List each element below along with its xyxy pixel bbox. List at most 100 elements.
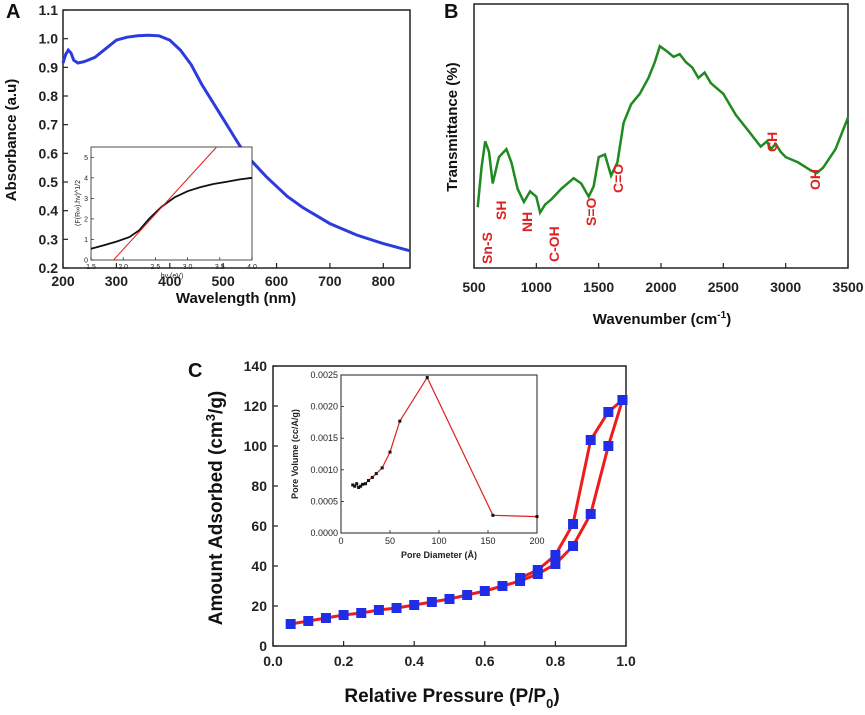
panel-a-inset-x-ticks: 1.5 2.0 2.5 3.0 3.5 4.0 [86, 257, 257, 271]
panel-a-inset-frame [90, 146, 253, 261]
ftir-label-ch: CH [764, 132, 780, 152]
panel-c-adsorption-point [320, 613, 331, 623]
panel-c-inset-point [366, 479, 370, 483]
panel-a-y-tick-label: 0.3 [39, 231, 59, 247]
panel-a-inset-y-label: (F(R∞).hv)^1/2 [75, 180, 82, 226]
panel-c-adsorption-point [550, 559, 561, 569]
panel-c-series [285, 395, 628, 629]
panel-c-adsorption-point [426, 597, 437, 607]
ftir-label-c-oh: C-OH [546, 226, 562, 262]
panel-c-y-tick-label: 60 [251, 518, 267, 534]
panel-a-frame [62, 9, 411, 269]
panel-a-inset-x-tick-label: 2.5 [151, 264, 161, 271]
panel-c-adsorption-point [444, 594, 455, 604]
panel-a-absorbance-line [61, 33, 411, 253]
panel-a-y-label: Absorbance (a.u) [3, 79, 20, 202]
panel-c-adsorption-point [479, 586, 490, 596]
panel-a-x-tick-label: 600 [265, 273, 289, 289]
panel-c-adsorption-point [568, 541, 579, 551]
panel-a-inset-y-ticks: 0 1 2 3 4 5 [84, 155, 94, 265]
panel-b-x-tick-label: 3500 [832, 279, 863, 295]
panel-c-desorption-point [585, 435, 596, 445]
panel-a-inset-y-tick-label: 4 [84, 175, 88, 182]
panel-c-inset-point [425, 376, 429, 380]
panel-c-inset-point [355, 482, 359, 486]
panel-c-inset-point [491, 513, 495, 517]
panel-c-y-tick-label: 40 [251, 558, 267, 574]
ftir-label-c-o: C=O [610, 164, 626, 193]
panel-c-desorption-point [617, 395, 628, 405]
panel-c-adsorption-point [603, 441, 614, 451]
panel-c-inset-point [374, 472, 378, 476]
panel-c-inset-point [370, 475, 374, 479]
panel-c-x-tick-label: 0.2 [334, 653, 354, 669]
panel-a-y-tick-label: 0.9 [39, 59, 59, 75]
panel-c-x-tick-label: 0.0 [263, 653, 283, 669]
ftir-label-sn-s: Sn-S [479, 232, 495, 264]
panel-a: A 200 300 400 500 600 700 800 0.20.30.40.50.60… [3, 1, 411, 307]
panel-a-y-tick-label: 0.5 [39, 174, 59, 190]
panel-a-y-tick-label: 1.1 [39, 2, 59, 18]
panel-a-inset-x-label: hv (eV) [161, 273, 184, 280]
panel-c-letter: C [188, 360, 202, 382]
panel-c-inset-point [351, 483, 355, 487]
panel-b-y-label: Transmittance (%) [444, 62, 461, 191]
panel-b-x-tick-label: 500 [462, 279, 486, 295]
panel-c-inset-point [398, 419, 402, 423]
panel-c-desorption-point [532, 565, 543, 575]
panel-b-x-tick-label: 1500 [583, 279, 614, 295]
panel-c-inset-point [361, 482, 365, 486]
ftir-label-s-o: S=O [583, 197, 599, 226]
panel-a-x-ticks: 200 300 400 500 600 700 800 [51, 263, 395, 289]
panel-c-adsorption-point [303, 616, 314, 626]
panel-c-inset-y-tick-label: 0.0020 [310, 402, 338, 412]
panel-c-desorption-point [568, 519, 579, 529]
panel-a-x-tick-label: 700 [318, 273, 342, 289]
panel-c-inset-x-ticks: 0 50 100 150 200 [338, 530, 545, 546]
panel-a-x-tick-label: 200 [51, 273, 75, 289]
panel-c-inset-point [357, 485, 361, 489]
panel-c-inset-x-tick-label: 50 [385, 536, 395, 546]
panel-b-x-tick-label: 2000 [645, 279, 676, 295]
panel-c-adsorption-point [585, 509, 596, 519]
panel-a-y-ticks: 0.2 0.3 0.4 0.5 0.6 0.7 0.8 0.9 1.0 1.1 [39, 2, 68, 276]
panel-c-inset-x-tick-label: 100 [431, 536, 446, 546]
panel-c-y-tick-label: 120 [244, 398, 268, 414]
ftir-label-oh: OH [807, 169, 823, 190]
panel-c-inset-points [351, 376, 539, 519]
panel-a-y-tick-label: 1.0 [39, 31, 59, 47]
panel-c-y-ticks: 0 20 40 60 80 100 120 140 [244, 358, 278, 654]
panel-a-inset-y-tick-label: 3 [84, 196, 88, 203]
panel-c-adsorption-point [356, 608, 367, 618]
panel-c-y-tick-label: 20 [251, 598, 267, 614]
panel-c-desorption-point [603, 407, 614, 417]
panel-a-x-tick-label: 300 [105, 273, 129, 289]
panel-c-inset-y-tick-label: 0.0000 [310, 528, 338, 538]
panel-a-letter: A [6, 1, 20, 23]
panel-a-inset: 1.5 2.0 2.5 3.0 3.5 4.0 0 1 2 3 4 5 hv (eV) (F(R∞)… [75, 146, 257, 280]
panel-a-inset-x-tick-label: 2.0 [118, 264, 128, 271]
panel-a-inset-x-tick-label: 1.5 [86, 264, 96, 271]
panel-a-x-tick-label: 400 [158, 273, 182, 289]
panel-c-inset-y-label: Pore Volume (cc/A/g) [290, 409, 300, 499]
panel-c-desorption-point [550, 550, 561, 560]
panel-b-x-tick-label: 1000 [521, 279, 552, 295]
panel-a-inset-x-tick-label: 3.0 [183, 264, 193, 271]
panel-c-inset-point [535, 515, 539, 519]
panel-a-y-tick-label: 0.6 [39, 145, 59, 161]
panel-a-x-label: Wavelength (nm) [176, 290, 296, 307]
panel-c-y-tick-label: 140 [244, 358, 268, 374]
panel-c-inset-y-tick-label: 0.0015 [310, 433, 338, 443]
panel-c-y-label: Amount Adsorbed (cm3/g) [203, 391, 227, 626]
panel-a-y-tick-label: 0.7 [39, 117, 59, 133]
panel-b: B 500 1000 1500 2000 2500 3000 3500 Wavenumber… [444, 1, 864, 328]
panel-a-x-tick-label: 800 [372, 273, 396, 289]
panel-c-inset-y-tick-label: 0.0005 [310, 496, 338, 506]
panel-c-x-ticks: 0.0 0.2 0.4 0.6 0.8 1.0 [263, 641, 636, 669]
ftir-label-nh: NH [519, 212, 535, 232]
panel-c-frame [272, 365, 627, 647]
panel-c-desorption-point [515, 573, 526, 583]
panel-b-transmittance-line [476, 44, 850, 216]
panel-a-y-tick-label: 0.2 [39, 260, 59, 276]
